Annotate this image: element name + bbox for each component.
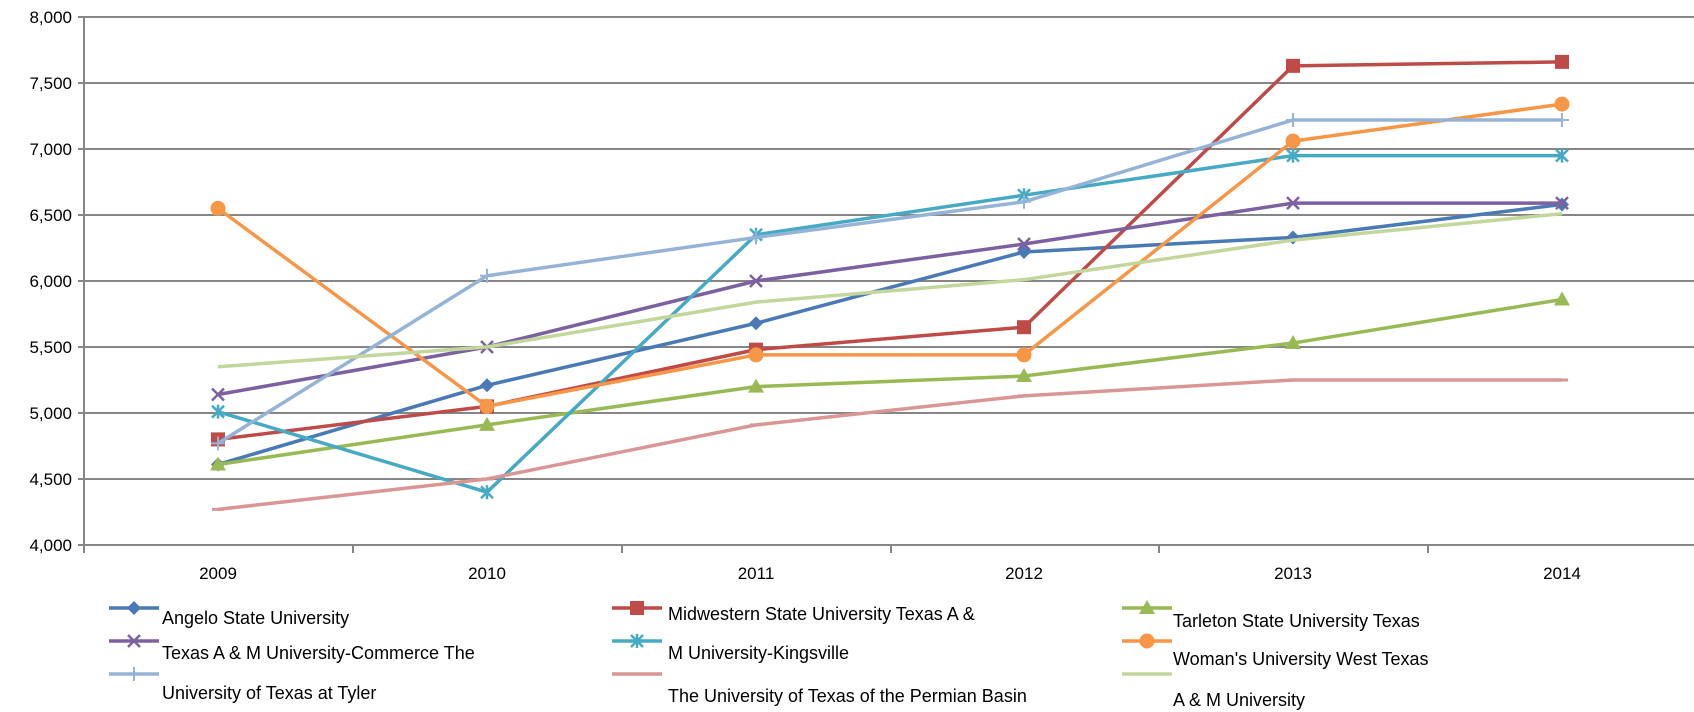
y-tick-label: 6,000	[29, 272, 72, 291]
y-tick-label: 5,000	[29, 404, 72, 423]
y-tick-label: 4,000	[29, 536, 72, 555]
data-point	[749, 230, 763, 245]
data-point	[1016, 347, 1032, 363]
legend-label: Woman's University West Texas	[1173, 649, 1429, 669]
y-tick-label: 5,500	[29, 338, 72, 357]
legend-label: Angelo State University	[162, 608, 349, 628]
data-point	[1286, 148, 1300, 163]
series-line	[217, 201, 1562, 397]
series	[211, 112, 1569, 451]
data-point	[630, 601, 644, 615]
data-point	[748, 378, 764, 393]
data-point	[1285, 133, 1301, 149]
x-tick-label: 2011	[738, 564, 775, 583]
legend-label: The University of Texas of the Permian B…	[668, 686, 1027, 706]
data-point	[479, 398, 495, 414]
series	[210, 96, 1570, 414]
legend: Angelo State University Midwestern State …	[109, 600, 1429, 710]
series-line	[217, 202, 1563, 467]
y-tick-label: 8,000	[29, 8, 72, 27]
data-point	[480, 378, 494, 393]
series-line	[217, 118, 1562, 445]
data-point	[1286, 58, 1300, 73]
series	[217, 211, 1563, 369]
data-point	[480, 268, 494, 283]
series-line	[216, 102, 1563, 409]
series-group	[210, 54, 1570, 512]
data-point	[127, 601, 141, 615]
data-point	[1554, 96, 1570, 112]
legend-label: Tarleton State University Texas	[1173, 611, 1420, 631]
data-point	[480, 485, 494, 500]
series	[210, 291, 1570, 471]
data-point	[1016, 368, 1032, 383]
legend-label: University of Texas at Tyler	[162, 683, 376, 703]
series	[212, 378, 1568, 512]
legend-label: Texas A & M University-Commerce The	[162, 643, 475, 663]
series	[211, 148, 1569, 500]
data-point	[1554, 291, 1570, 306]
data-point	[1139, 633, 1155, 649]
data-point	[211, 404, 225, 419]
x-tick-label: 2010	[468, 564, 506, 583]
series-line	[217, 153, 1562, 494]
data-point	[127, 667, 141, 681]
data-point	[630, 634, 644, 648]
data-point	[211, 387, 225, 402]
x-tick-label: 2013	[1274, 564, 1312, 583]
series-line	[217, 211, 1563, 369]
series-line	[217, 378, 1562, 512]
data-point	[1017, 244, 1031, 259]
data-point	[1017, 320, 1031, 335]
data-point	[1286, 112, 1300, 127]
y-tick-label: 7,500	[29, 74, 72, 93]
data-point	[1555, 148, 1569, 163]
y-tick-label: 4,500	[29, 470, 72, 489]
axes: 4,000 4,500 5,000 5,500 6,000 6,500 7,000 7,500…	[29, 8, 1694, 583]
data-point	[210, 456, 226, 471]
data-point	[479, 416, 495, 431]
x-tick-label: 2014	[1543, 564, 1581, 583]
legend-label: Midwestern State University Texas A &	[668, 604, 975, 624]
data-point	[1555, 112, 1569, 127]
data-point	[211, 436, 225, 451]
data-point	[127, 634, 141, 648]
series	[211, 54, 1569, 447]
series-line	[217, 297, 1563, 467]
data-point	[1285, 335, 1301, 350]
data-point	[1555, 196, 1569, 211]
series-line	[217, 60, 1563, 442]
x-tick-label: 2012	[1005, 564, 1043, 583]
data-point	[1017, 194, 1031, 209]
data-point	[749, 316, 763, 331]
y-tick-label: 7,000	[29, 140, 72, 159]
series	[211, 197, 1569, 472]
data-point	[748, 347, 764, 363]
data-point	[210, 200, 226, 216]
data-point	[1555, 54, 1569, 69]
x-tick-label: 2009	[199, 564, 237, 583]
data-point	[1286, 196, 1300, 211]
data-point	[749, 274, 763, 288]
data-point	[1139, 600, 1155, 614]
legend-label: A & M University	[1173, 690, 1305, 710]
data-point	[1017, 237, 1031, 251]
legend-label: M University-Kingsville	[668, 643, 849, 663]
y-tick-label: 6,500	[29, 206, 72, 225]
